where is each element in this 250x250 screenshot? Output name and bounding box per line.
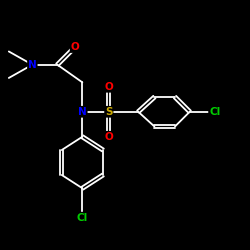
Text: N: N: [28, 60, 37, 70]
Text: O: O: [104, 82, 113, 92]
Text: O: O: [104, 132, 113, 142]
Text: N: N: [78, 107, 87, 117]
Text: Cl: Cl: [77, 213, 88, 223]
Text: Cl: Cl: [209, 107, 220, 117]
Text: O: O: [70, 42, 79, 52]
Text: S: S: [105, 107, 112, 117]
